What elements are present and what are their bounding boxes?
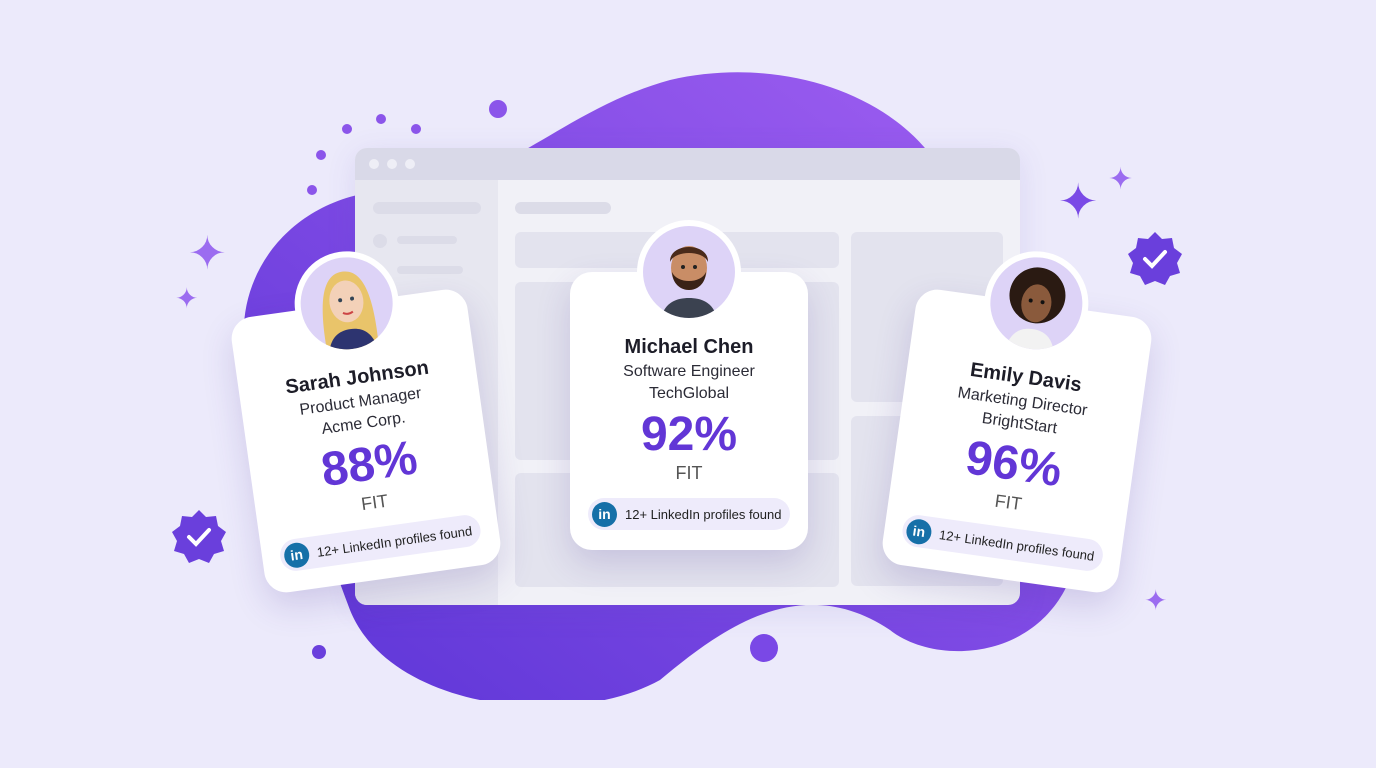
decorative-dot [312, 645, 326, 659]
sparkle-icon: ✦ [1058, 176, 1099, 229]
decorative-dot [316, 150, 326, 160]
candidate-name: Michael Chen [624, 336, 754, 358]
avatar [977, 244, 1096, 363]
sparkle-icon: ✦ [1108, 163, 1134, 196]
decorative-dot [411, 124, 421, 134]
sparkle-icon: ✦ [1144, 585, 1168, 616]
avatar [287, 244, 406, 363]
linkedin-icon: in [904, 517, 934, 546]
fit-label: FIT [675, 463, 703, 483]
avatar [637, 220, 741, 324]
linkedin-icon: in [282, 540, 311, 569]
verified-badge-icon [172, 510, 226, 563]
candidate-role: Software Engineer [623, 363, 755, 380]
linkedin-text: 12+ LinkedIn profiles found [938, 526, 1096, 564]
decorative-dot [342, 124, 352, 134]
linkedin-text: 12+ LinkedIn profiles found [625, 506, 782, 522]
decorative-dot [750, 634, 778, 662]
window-titlebar [355, 148, 1020, 180]
candidate-card[interactable]: Emily Davis Marketing Director BrightSta… [879, 244, 1155, 596]
decorative-dot [489, 100, 507, 118]
candidate-card[interactable]: Michael Chen Software Engineer TechGloba… [570, 220, 808, 550]
decorative-dot [376, 114, 386, 124]
fit-percent: 92% [640, 408, 738, 461]
linkedin-icon: in [592, 501, 617, 527]
linkedin-text: 12+ LinkedIn profiles found [315, 522, 473, 560]
candidate-company: TechGlobal [648, 385, 730, 402]
decorative-dot [307, 185, 317, 195]
candidate-card[interactable]: Sarah Johnson Product Manager Acme Corp.… [228, 244, 504, 596]
sparkle-icon: ✦ [188, 227, 227, 279]
linkedin-profiles-pill[interactable]: in 12+ LinkedIn profiles found [588, 498, 790, 530]
sparkle-icon: ✦ [175, 283, 199, 314]
verified-badge-icon [1128, 232, 1182, 285]
